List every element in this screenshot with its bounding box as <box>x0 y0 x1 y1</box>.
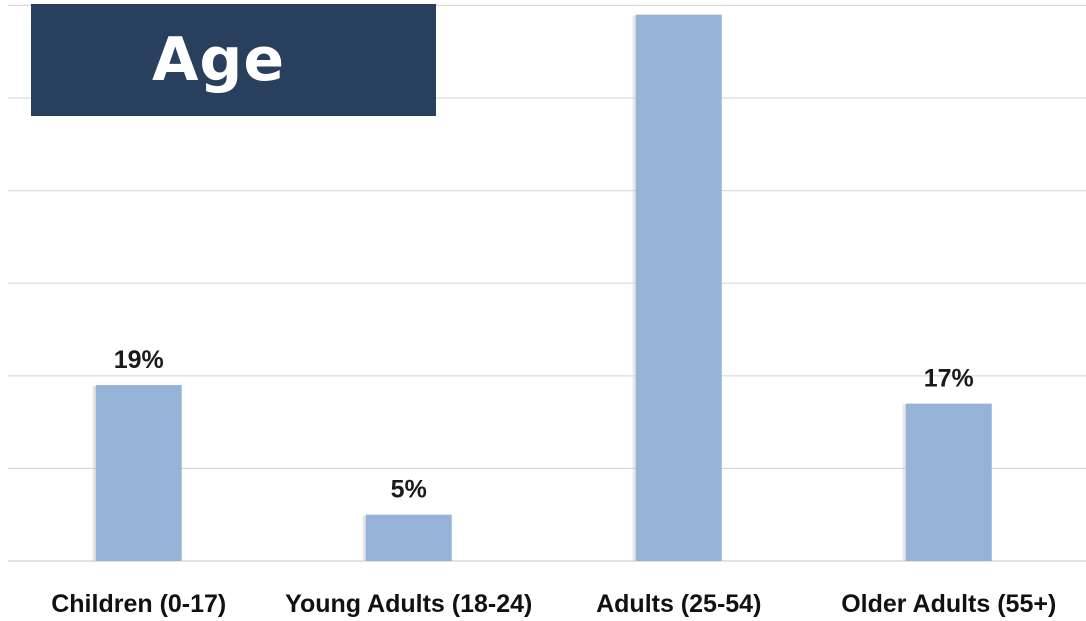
x-axis-tick-labels: Children (0-17) Young Adults (18-24) Adult… <box>51 590 1056 618</box>
data-label: 5% <box>391 476 427 504</box>
chart-title: Age <box>151 25 286 95</box>
data-labels: 19% 5% 59% 17% <box>114 0 974 504</box>
data-label: 59% <box>654 0 704 4</box>
data-label: 19% <box>114 346 164 374</box>
bar <box>365 514 452 561</box>
x-tick-label: Children (0-17) <box>51 590 226 618</box>
x-tick-label: Young Adults (18-24) <box>285 590 532 618</box>
data-label: 17% <box>924 365 974 393</box>
bars <box>92 14 992 562</box>
bar <box>635 14 722 562</box>
chart-title-banner: Age <box>31 4 436 116</box>
bar <box>95 385 182 561</box>
x-tick-label: Older Adults (55+) <box>841 590 1056 618</box>
bar <box>905 403 992 561</box>
x-tick-label: Adults (25-54) <box>596 590 761 618</box>
